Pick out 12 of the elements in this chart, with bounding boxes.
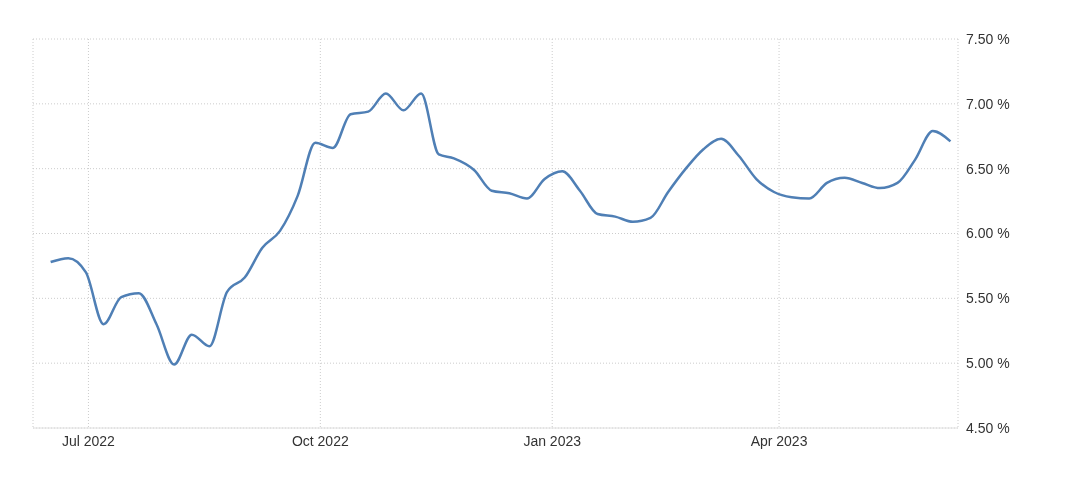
x-tick-label: Apr 2023 (750, 432, 808, 449)
y-tick-label: 6.50 % (966, 160, 1010, 177)
y-tick-label: 6.00 % (966, 225, 1010, 242)
y-tick-label: 7.00 % (966, 95, 1010, 112)
x-tick-label: Oct 2022 (291, 432, 349, 449)
y-tick-label: 5.00 % (966, 355, 1010, 372)
y-tick-label: 7.50 % (966, 30, 1010, 47)
y-tick-label: 4.50 % (966, 419, 1010, 436)
x-tick-label: Jan 2023 (523, 432, 582, 449)
y-tick-label: 5.50 % (966, 290, 1010, 307)
line-series (49, 92, 952, 366)
x-tick-label: Jul 2022 (61, 432, 116, 449)
